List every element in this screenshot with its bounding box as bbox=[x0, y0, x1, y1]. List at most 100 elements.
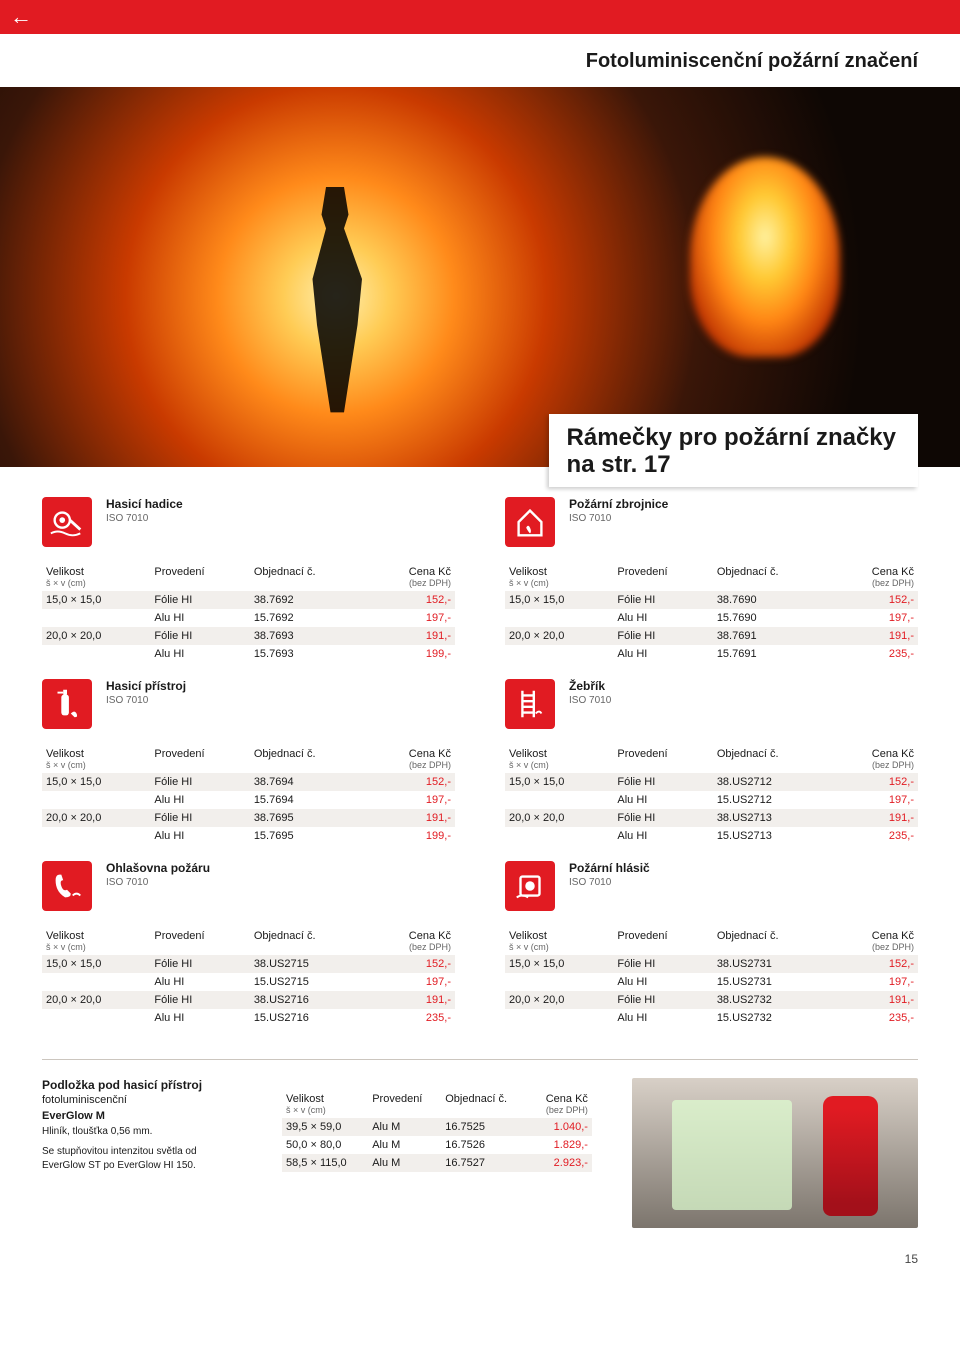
cell-variant: Alu HI bbox=[150, 1009, 249, 1027]
cell-price: 1.829,- bbox=[529, 1136, 592, 1154]
table-row: Alu HI 15.US2731 197,- bbox=[505, 973, 918, 991]
table-row: 15,0 × 15,0 Fólie HI 38.7692 152,- bbox=[42, 591, 455, 609]
cell-size: 15,0 × 15,0 bbox=[505, 955, 613, 973]
cell-size: 15,0 × 15,0 bbox=[42, 591, 150, 609]
th-velikost: Velikostš × v (cm) bbox=[282, 1090, 368, 1118]
bottom-title: Podložka pod hasicí přístroj bbox=[42, 1078, 242, 1092]
cell-price: 152,- bbox=[369, 773, 455, 791]
fire-sign-icon bbox=[505, 679, 555, 729]
th-provedeni: Provedení bbox=[368, 1090, 441, 1118]
product-title: Ohlašovna požáru bbox=[106, 861, 210, 875]
cell-size: 20,0 × 20,0 bbox=[505, 991, 613, 1009]
product-table: Velikostš × v (cm) Provedení Objednací č… bbox=[42, 927, 455, 1027]
table-row: Alu HI 15.US2712 197,- bbox=[505, 791, 918, 809]
th-objednaci: Objednací č. bbox=[250, 563, 369, 591]
th-cena: Cena Kč(bez DPH) bbox=[529, 1090, 592, 1118]
cell-price: 235,- bbox=[832, 645, 918, 663]
cell-price: 152,- bbox=[832, 955, 918, 973]
cell-ordernum: 38.7692 bbox=[250, 591, 369, 609]
bottom-product-photo bbox=[632, 1078, 918, 1228]
cell-ordernum: 15.US2713 bbox=[713, 827, 832, 845]
product-title: Hasicí přístroj bbox=[106, 679, 186, 693]
product-iso: ISO 7010 bbox=[106, 877, 210, 888]
fire-sign-icon bbox=[42, 861, 92, 911]
th-objednaci: Objednací č. bbox=[250, 927, 369, 955]
cell-size bbox=[505, 645, 613, 663]
cell-price: 152,- bbox=[369, 591, 455, 609]
product-block: Ohlašovna požáru ISO 7010 Velikostš × v … bbox=[42, 861, 455, 1027]
bottom-sub2: EverGlow M bbox=[42, 1110, 242, 1122]
cell-ordernum: 38.US2715 bbox=[250, 955, 369, 973]
table-row: Alu HI 15.US2732 235,- bbox=[505, 1009, 918, 1027]
cell-ordernum: 38.7693 bbox=[250, 627, 369, 645]
table-row: Alu HI 15.US2713 235,- bbox=[505, 827, 918, 845]
cell-price: 197,- bbox=[369, 791, 455, 809]
cell-price: 197,- bbox=[832, 609, 918, 627]
cell-variant: Fólie HI bbox=[150, 773, 249, 791]
cell-variant: Fólie HI bbox=[150, 991, 249, 1009]
cell-price: 197,- bbox=[832, 973, 918, 991]
table-row: 15,0 × 15,0 Fólie HI 38.US2731 152,- bbox=[505, 955, 918, 973]
bottom-sub1: fotoluminiscenční bbox=[42, 1094, 242, 1106]
th-velikost: Velikostš × v (cm) bbox=[42, 927, 150, 955]
cell-variant: Fólie HI bbox=[150, 955, 249, 973]
table-row: Alu HI 15.7695 199,- bbox=[42, 827, 455, 845]
topbar: ← bbox=[0, 0, 960, 34]
cell-size bbox=[42, 1009, 150, 1027]
cell-variant: Alu HI bbox=[613, 645, 712, 663]
th-objednaci: Objednací č. bbox=[441, 1090, 529, 1118]
cell-size: 58,5 × 115,0 bbox=[282, 1154, 368, 1172]
th-provedeni: Provedení bbox=[150, 745, 249, 773]
cell-price: 191,- bbox=[832, 991, 918, 1009]
th-objednaci: Objednací č. bbox=[713, 927, 832, 955]
cell-price: 197,- bbox=[369, 609, 455, 627]
cell-ordernum: 15.7691 bbox=[713, 645, 832, 663]
cell-size: 20,0 × 20,0 bbox=[505, 627, 613, 645]
cell-size bbox=[505, 609, 613, 627]
product-block: Hasicí přístroj ISO 7010 Velikostš × v (… bbox=[42, 679, 455, 845]
cell-variant: Alu HI bbox=[613, 973, 712, 991]
product-iso: ISO 7010 bbox=[569, 877, 650, 888]
cell-size: 15,0 × 15,0 bbox=[42, 955, 150, 973]
th-cena: Cena Kč(bez DPH) bbox=[369, 927, 455, 955]
product-title: Hasicí hadice bbox=[106, 497, 183, 511]
product-title: Žebřík bbox=[569, 679, 611, 693]
cell-ordernum: 38.7691 bbox=[713, 627, 832, 645]
th-cena: Cena Kč(bez DPH) bbox=[832, 563, 918, 591]
table-row: 20,0 × 20,0 Fólie HI 38.7695 191,- bbox=[42, 809, 455, 827]
th-velikost: Velikostš × v (cm) bbox=[42, 563, 150, 591]
th-objednaci: Objednací č. bbox=[713, 563, 832, 591]
cell-ordernum: 15.US2712 bbox=[713, 791, 832, 809]
cell-price: 152,- bbox=[369, 955, 455, 973]
cell-variant: Alu HI bbox=[150, 609, 249, 627]
cell-ordernum: 15.US2716 bbox=[250, 1009, 369, 1027]
th-provedeni: Provedení bbox=[150, 927, 249, 955]
cell-size bbox=[42, 973, 150, 991]
product-table: Velikostš × v (cm) Provedení Objednací č… bbox=[42, 745, 455, 845]
divider bbox=[42, 1059, 918, 1060]
cell-ordernum: 16.7525 bbox=[441, 1118, 529, 1136]
table-row: Alu HI 15.US2716 235,- bbox=[42, 1009, 455, 1027]
cell-price: 191,- bbox=[369, 991, 455, 1009]
cell-size bbox=[42, 827, 150, 845]
cell-price: 191,- bbox=[369, 627, 455, 645]
table-row: 20,0 × 20,0 Fólie HI 38.US2713 191,- bbox=[505, 809, 918, 827]
th-objednaci: Objednací č. bbox=[713, 745, 832, 773]
cell-price: 152,- bbox=[832, 591, 918, 609]
product-table: Velikostš × v (cm) Provedení Objednací č… bbox=[42, 563, 455, 663]
product-block: Hasicí hadice ISO 7010 Velikostš × v (cm… bbox=[42, 497, 455, 663]
cell-variant: Alu HI bbox=[150, 973, 249, 991]
table-row: Alu HI 15.7690 197,- bbox=[505, 609, 918, 627]
fire-sign-icon bbox=[505, 861, 555, 911]
page-number: 15 bbox=[0, 1244, 960, 1286]
table-row: Alu HI 15.7692 197,- bbox=[42, 609, 455, 627]
product-table: Velikostš × v (cm) Provedení Objednací č… bbox=[505, 927, 918, 1027]
cell-ordernum: 15.US2715 bbox=[250, 973, 369, 991]
cell-price: 235,- bbox=[832, 1009, 918, 1027]
table-row: 15,0 × 15,0 Fólie HI 38.US2712 152,- bbox=[505, 773, 918, 791]
th-provedeni: Provedení bbox=[613, 563, 712, 591]
page-title: Fotoluminiscenční požární značení bbox=[0, 34, 960, 87]
back-arrow-icon[interactable]: ← bbox=[0, 0, 960, 34]
cell-ordernum: 16.7527 bbox=[441, 1154, 529, 1172]
fire-sign-icon bbox=[505, 497, 555, 547]
